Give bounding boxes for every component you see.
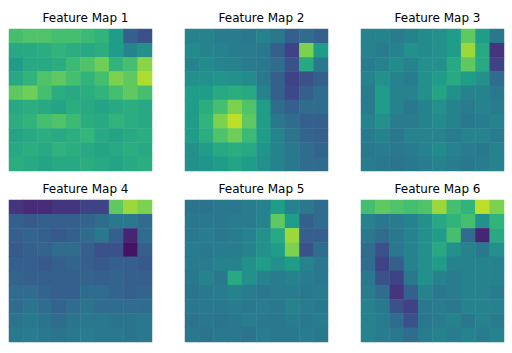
svg-text:Feature Map 2: Feature Map 2 bbox=[219, 11, 305, 25]
svg-text:Feature Map 1: Feature Map 1 bbox=[43, 11, 129, 25]
svg-text:Feature Map 4: Feature Map 4 bbox=[43, 182, 129, 196]
svg-text:Feature Map 6: Feature Map 6 bbox=[395, 182, 481, 196]
svg-text:Feature Map 5: Feature Map 5 bbox=[219, 182, 305, 196]
svg-text:Feature Map 3: Feature Map 3 bbox=[395, 11, 481, 25]
